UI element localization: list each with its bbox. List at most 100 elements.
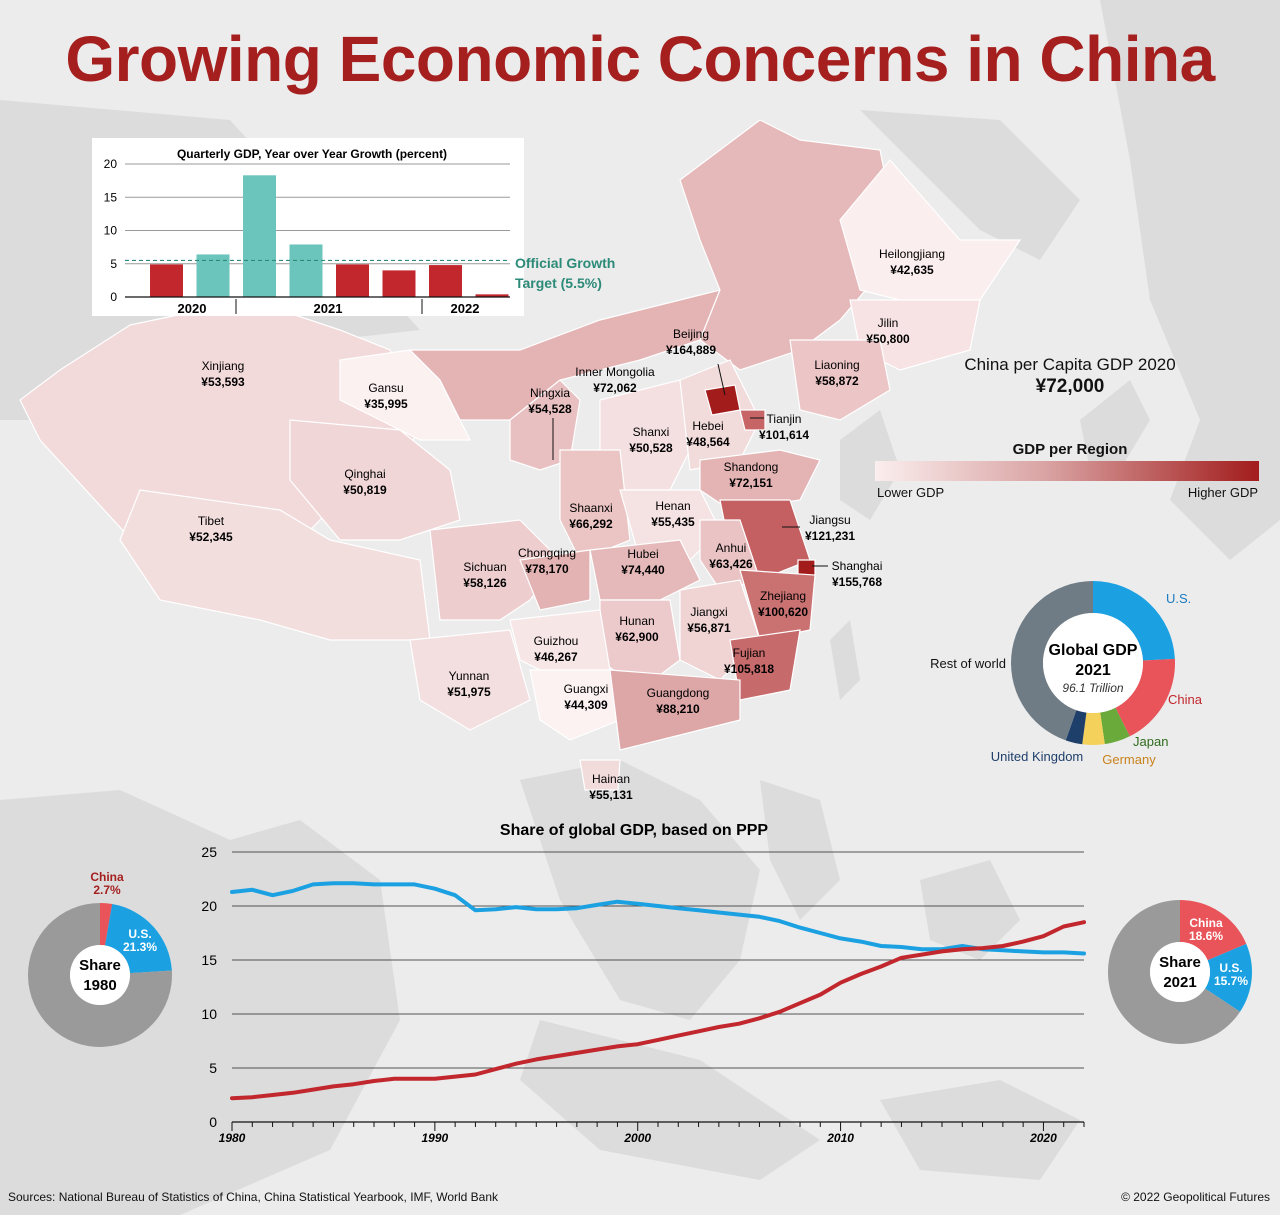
- region-gdp-hubei: ¥74,440: [621, 563, 665, 577]
- bar-y-tick: 5: [110, 257, 117, 271]
- donut-hole: [1150, 942, 1210, 1002]
- line-y-tick: 20: [201, 898, 217, 914]
- region-gdp-zhejiang: ¥100,620: [758, 605, 808, 619]
- region-gdp-shaanxi: ¥66,292: [569, 517, 613, 531]
- share-title: Share: [1159, 954, 1201, 971]
- map-legend-high: Higher GDP: [1187, 485, 1258, 500]
- region-gdp-sichuan: ¥58,126: [463, 576, 507, 590]
- region-name-beijing: Beijing: [673, 327, 709, 341]
- region-name-qinghai: Qinghai: [344, 467, 385, 481]
- bar-q6: [382, 270, 416, 297]
- ppp-share-line-chart: Share of global GDP, based on PPP 0 5 10 15…: [201, 822, 1086, 1145]
- region-name-guizhou: Guizhou: [534, 634, 579, 648]
- map-legend-low: Lower GDP: [877, 485, 945, 500]
- region-gdp-jiangxi: ¥56,871: [687, 621, 731, 635]
- region-name-shaanxi: Shaanxi: [569, 501, 612, 515]
- share-label-u-s-: U.S.: [1219, 961, 1242, 975]
- slice-china: [1180, 900, 1247, 961]
- page-title: Growing Economic Concerns in China: [65, 23, 1215, 95]
- global-gdp-year: 2021: [1075, 662, 1111, 679]
- region-gdp-shanghai: ¥155,768: [832, 575, 882, 589]
- region-name-shandong: Shandong: [724, 460, 779, 474]
- donut-hole: [1043, 613, 1143, 713]
- region-gdp-hunan: ¥62,900: [615, 630, 659, 644]
- slice-u-s-: [1205, 943, 1253, 1012]
- region-gdp-tianjin: ¥101,614: [759, 428, 809, 442]
- share-label-china: China: [90, 870, 124, 884]
- region-gdp-chongqing: ¥78,170: [525, 562, 569, 576]
- global-gdp-total: 96.1 Trillion: [1062, 681, 1123, 695]
- global-gdp-donut: U.S. China Japan Germany United Kingdom Rest …: [930, 581, 1203, 767]
- region-gdp-fujian: ¥105,818: [724, 662, 774, 676]
- region-name-jilin: Jilin: [878, 316, 899, 330]
- share-title: Share: [79, 957, 121, 974]
- slice-other: [27, 903, 173, 1048]
- target-label-line1: Official Growth: [515, 255, 615, 271]
- bar-q8: [475, 294, 509, 297]
- map-legend-gradient: [875, 461, 1259, 481]
- region-gdp-liaoning: ¥58,872: [815, 374, 859, 388]
- region-name-inner-mongolia: Inner Mongolia: [575, 365, 655, 379]
- bar-q3: [243, 175, 276, 297]
- region-name-guangxi: Guangxi: [564, 682, 609, 696]
- region-gdp-guangxi: ¥44,309: [564, 698, 608, 712]
- line-x-tick: 2010: [826, 1131, 854, 1145]
- share-label-u-s-: U.S.: [128, 927, 151, 941]
- region-gdp-inner-mongolia: ¥72,062: [593, 381, 637, 395]
- region-gdp-ningxia: ¥54,528: [528, 402, 572, 416]
- region-name-tianjin: Tianjin: [767, 412, 802, 426]
- share-year: 1980: [83, 977, 116, 994]
- line-y-tick: 25: [201, 844, 217, 860]
- per-capita-label: China per Capita GDP 2020: [964, 355, 1176, 374]
- region-gdp-guangdong: ¥88,210: [656, 702, 700, 716]
- region-gdp-qinghai: ¥50,819: [343, 483, 387, 497]
- region-gdp-tibet: ¥52,345: [189, 530, 233, 544]
- share-pct-u-s-: 21.3%: [123, 940, 157, 954]
- bar-chart-title: Quarterly GDP, Year over Year Growth (pe…: [177, 147, 447, 161]
- slice-germany: [1082, 712, 1105, 746]
- region-name-zhejiang: Zhejiang: [760, 589, 806, 603]
- share-pct-china: 2.7%: [93, 883, 121, 897]
- line-chart-title: Share of global GDP, based on PPP: [500, 822, 769, 839]
- region-gdp-anhui: ¥63,426: [709, 557, 753, 571]
- line-y-tick: 5: [209, 1060, 217, 1076]
- global-gdp-label-japan: Japan: [1133, 734, 1168, 749]
- china-map: [19, 119, 1022, 791]
- region-name-heilongjiang: Heilongjiang: [879, 247, 945, 261]
- bar-x-label: 2020: [178, 301, 207, 316]
- series-china: [230, 920, 1086, 1101]
- slice-japan: [1100, 707, 1130, 745]
- bar-q2: [196, 254, 230, 297]
- region-name-ningxia: Ningxia: [530, 386, 570, 400]
- region-gdp-heilongjiang: ¥42,635: [890, 263, 934, 277]
- region-name-fujian: Fujian: [733, 646, 766, 660]
- line-x-tick: 2020: [1029, 1131, 1057, 1145]
- bar-y-tick: 10: [104, 224, 118, 238]
- beijing-leader-line: [717, 363, 726, 396]
- bar-q1: [150, 264, 183, 297]
- share-pct-u-s-: 15.7%: [1214, 974, 1248, 988]
- bar-q4: [289, 244, 323, 297]
- line-x-tick: 1980: [219, 1131, 246, 1145]
- region-gdp-shandong: ¥72,151: [729, 476, 773, 490]
- region-gdp-yunnan: ¥51,975: [447, 685, 491, 699]
- region-gdp-jilin: ¥50,800: [866, 332, 910, 346]
- region-name-shanxi: Shanxi: [633, 425, 670, 439]
- region-gdp-guizhou: ¥46,267: [534, 650, 578, 664]
- region-name-henan: Henan: [655, 499, 690, 513]
- donut-hole: [70, 945, 130, 1005]
- region-name-gansu: Gansu: [368, 381, 403, 395]
- slice-china: [1115, 658, 1176, 737]
- region-name-chongqing: Chongqing: [518, 546, 576, 560]
- map-legend-title: GDP per Region: [1012, 441, 1128, 458]
- region-gdp-beijing: ¥164,889: [666, 343, 716, 357]
- region-gdp-jiangsu: ¥121,231: [805, 529, 855, 543]
- bar-q7: [429, 265, 462, 297]
- line-x-tick: 1990: [422, 1131, 449, 1145]
- region-name-guangdong: Guangdong: [647, 686, 710, 700]
- line-y-tick: 10: [201, 1006, 217, 1022]
- region-name-tibet: Tibet: [198, 514, 225, 528]
